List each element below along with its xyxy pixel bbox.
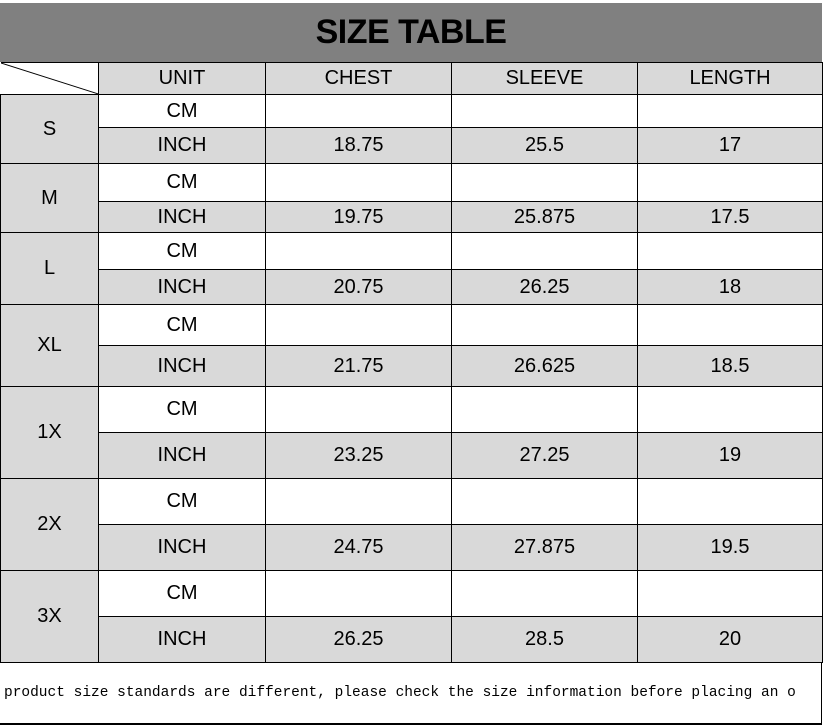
cm-value xyxy=(451,478,638,525)
cm-value xyxy=(637,386,823,433)
inch-value: 25.875 xyxy=(451,201,638,233)
cm-value xyxy=(451,304,638,346)
table-row-cm: 1X CM xyxy=(0,386,823,479)
cm-value xyxy=(265,304,452,346)
cm-value xyxy=(265,94,452,128)
cm-value xyxy=(451,570,638,617)
table-row-cm: L CM xyxy=(0,232,823,305)
inch-value: 18 xyxy=(637,269,823,305)
cm-value xyxy=(451,232,638,270)
inch-value: 23.25 xyxy=(265,432,452,479)
unit-inch: INCH xyxy=(98,432,266,479)
header-sleeve: SLEEVE xyxy=(451,62,638,95)
inch-value: 18.5 xyxy=(637,345,823,387)
unit-cm: CM xyxy=(98,570,266,617)
inch-value: 27.25 xyxy=(451,432,638,479)
cm-value xyxy=(265,570,452,617)
inch-value: 19 xyxy=(637,432,823,479)
table-row-cm: XL CM xyxy=(0,304,823,387)
table-row-inch: INCH 21.75 26.625 18.5 xyxy=(1,345,823,387)
table-row-inch: INCH 26.25 28.5 20 xyxy=(1,616,823,663)
inch-value: 20 xyxy=(637,616,823,663)
table-row-inch: INCH 18.75 25.5 17 xyxy=(1,127,823,164)
inch-value: 17 xyxy=(637,127,823,164)
size-label: L xyxy=(0,232,99,305)
table-row-inch: INCH 23.25 27.25 19 xyxy=(1,432,823,479)
table-row-inch: INCH 24.75 27.875 19.5 xyxy=(1,524,823,571)
inch-value: 26.25 xyxy=(265,616,452,663)
inch-value: 18.75 xyxy=(265,127,452,164)
cm-value xyxy=(451,386,638,433)
cm-value xyxy=(637,478,823,525)
inch-value: 26.625 xyxy=(451,345,638,387)
unit-cm: CM xyxy=(98,304,266,346)
table-row-inch: INCH 19.75 25.875 17.5 xyxy=(1,201,823,233)
size-table-container: SIZE TABLE UNIT CHEST SLEEVE LENGTH S CM I… xyxy=(0,3,823,725)
cm-value xyxy=(637,163,823,202)
unit-cm: CM xyxy=(98,478,266,525)
inch-value: 19.75 xyxy=(265,201,452,233)
cm-value xyxy=(637,232,823,270)
cm-value xyxy=(265,386,452,433)
inch-value: 24.75 xyxy=(265,524,452,571)
size-label: 3X xyxy=(0,570,99,663)
inch-value: 21.75 xyxy=(265,345,452,387)
cm-value xyxy=(265,163,452,202)
table-row-inch: INCH 20.75 26.25 18 xyxy=(1,269,823,305)
header-length: LENGTH xyxy=(637,62,823,95)
size-table: UNIT CHEST SLEEVE LENGTH S CM INCH 18.75 25.… xyxy=(0,62,823,663)
unit-cm: CM xyxy=(98,386,266,433)
unit-inch: INCH xyxy=(98,616,266,663)
table-title: SIZE TABLE xyxy=(0,3,822,62)
inch-value: 27.875 xyxy=(451,524,638,571)
size-label: M xyxy=(0,163,99,233)
unit-cm: CM xyxy=(98,163,266,202)
cm-value xyxy=(265,478,452,525)
size-label: 1X xyxy=(0,386,99,479)
size-label: S xyxy=(0,94,99,164)
unit-cm: CM xyxy=(98,94,266,128)
inch-value: 28.5 xyxy=(451,616,638,663)
inch-value: 20.75 xyxy=(265,269,452,305)
header-chest: CHEST xyxy=(265,62,452,95)
cm-value xyxy=(265,232,452,270)
unit-inch: INCH xyxy=(98,127,266,164)
inch-value: 26.25 xyxy=(451,269,638,305)
inch-value: 19.5 xyxy=(637,524,823,571)
cm-value xyxy=(637,94,823,128)
inch-value: 17.5 xyxy=(637,201,823,233)
size-label: XL xyxy=(0,304,99,387)
unit-inch: INCH xyxy=(98,201,266,233)
cm-value xyxy=(637,304,823,346)
table-row-cm: 3X CM xyxy=(0,570,823,663)
inch-value: 25.5 xyxy=(451,127,638,164)
table-row-cm: M CM xyxy=(0,163,823,233)
cm-value xyxy=(451,163,638,202)
unit-inch: INCH xyxy=(98,345,266,387)
unit-inch: INCH xyxy=(98,524,266,571)
cm-value xyxy=(451,94,638,128)
header-unit: UNIT xyxy=(98,62,266,95)
header-row: UNIT CHEST SLEEVE LENGTH xyxy=(0,62,823,95)
unit-cm: CM xyxy=(98,232,266,270)
table-row-cm: S CM xyxy=(0,94,823,164)
cm-value xyxy=(637,570,823,617)
unit-inch: INCH xyxy=(98,269,266,305)
table-row-cm: 2X CM xyxy=(0,478,823,571)
corner-cell xyxy=(0,62,99,95)
footer-note: product size standards are different, pl… xyxy=(0,663,822,725)
size-label: 2X xyxy=(0,478,99,571)
